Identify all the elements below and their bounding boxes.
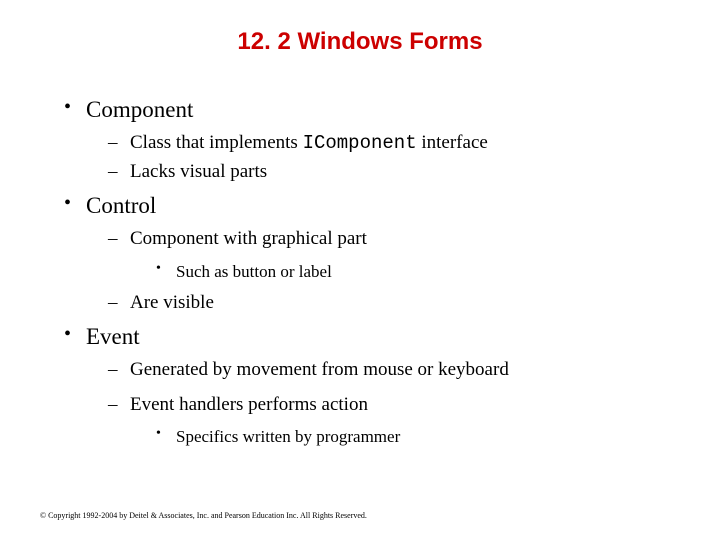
sublist: Class that implements IComponent interfa… (86, 129, 680, 186)
sub-bullet: Are visible (108, 289, 680, 318)
bullet-list: Component Class that implements ICompone… (40, 94, 680, 451)
sub-text: Event handlers performs action (130, 394, 368, 415)
sublist: Generated by movement from mouse or keyb… (86, 356, 680, 450)
bullet-text: Event (86, 324, 140, 349)
sub-text: Lacks visual parts (130, 161, 267, 182)
sub-text: Are visible (130, 292, 214, 313)
bullet-component: Component Class that implements ICompone… (64, 94, 680, 186)
sub-bullet: Class that implements IComponent interfa… (108, 129, 680, 158)
bullet-text: Control (86, 193, 156, 218)
slide-title: 12. 2 Windows Forms (40, 28, 680, 56)
subsub-text: Such as button or label (176, 262, 332, 281)
copyright-text: © Copyright 1992-2004 by Deitel & Associ… (40, 511, 367, 520)
slide: 12. 2 Windows Forms Component Class that… (0, 0, 720, 540)
sub-bullet: Lacks visual parts (108, 158, 680, 187)
code-text: IComponent (303, 132, 417, 154)
sub-text-pre: Class that implements (130, 132, 303, 153)
sub-bullet: Component with graphical part Such as bu… (108, 225, 680, 285)
subsub-bullet: Specifics written by programmer (156, 423, 680, 450)
bullet-control: Control Component with graphical part Su… (64, 190, 680, 317)
bullet-text: Component (86, 97, 193, 122)
sub-text: Component with graphical part (130, 228, 367, 249)
sub-bullet: Generated by movement from mouse or keyb… (108, 356, 680, 385)
sub-text-post: interface (417, 132, 488, 153)
sub-text: Generated by movement from mouse or keyb… (130, 359, 509, 380)
bullet-event: Event Generated by movement from mouse o… (64, 321, 680, 450)
subsublist: Such as button or label (130, 258, 680, 285)
subsublist: Specifics written by programmer (130, 423, 680, 450)
subsub-bullet: Such as button or label (156, 258, 680, 285)
sub-bullet: Event handlers performs action Specifics… (108, 391, 680, 451)
subsub-text: Specifics written by programmer (176, 427, 400, 446)
sublist: Component with graphical part Such as bu… (86, 225, 680, 317)
